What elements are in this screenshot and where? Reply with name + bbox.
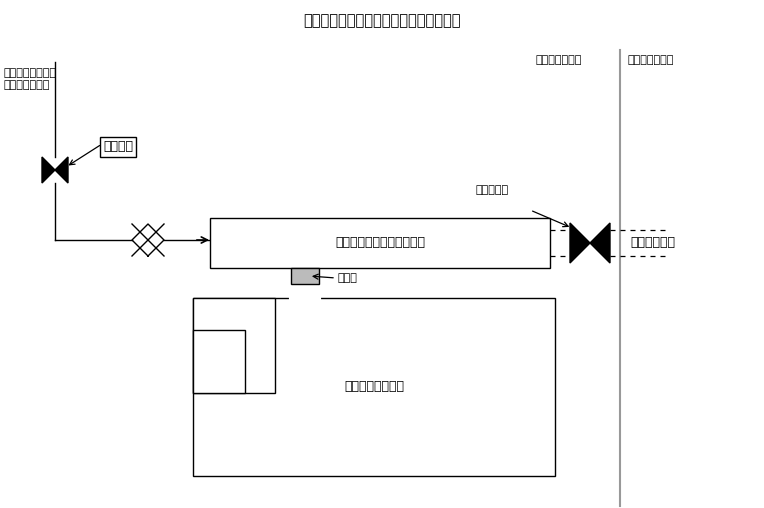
Text: 燃料移送管: 燃料移送管 [475,185,508,195]
Text: 伊方１号機燃料移送用水路まわり配置図: 伊方１号機燃料移送用水路まわり配置図 [303,14,461,28]
Bar [291,268,319,284]
Bar [193,330,245,393]
Text: 原子炉補助建屋: 原子炉補助建屋 [535,55,581,65]
Text: 冷却材貯蔵タンク: 冷却材貯蔵タンク [3,68,56,78]
Polygon shape [590,223,610,263]
Polygon shape [55,157,68,183]
Polygon shape [570,223,590,263]
Text: 燃料移送水路（キャナル）: 燃料移送水路（キャナル） [335,237,425,249]
Bar [193,298,555,476]
Text: 使用済燃料ピット: 使用済燃料ピット [344,380,404,394]
Text: 当該箇所: 当該箇所 [103,141,133,153]
Text: ゲート: ゲート [338,273,358,283]
Polygon shape [42,157,55,183]
Bar [210,218,550,268]
Text: 循環ポンプより: 循環ポンプより [3,80,50,90]
Text: 原子炉格納容器: 原子炉格納容器 [628,55,675,65]
Bar [193,298,275,393]
Text: 格納容器内へ: 格納容器内へ [630,237,675,249]
